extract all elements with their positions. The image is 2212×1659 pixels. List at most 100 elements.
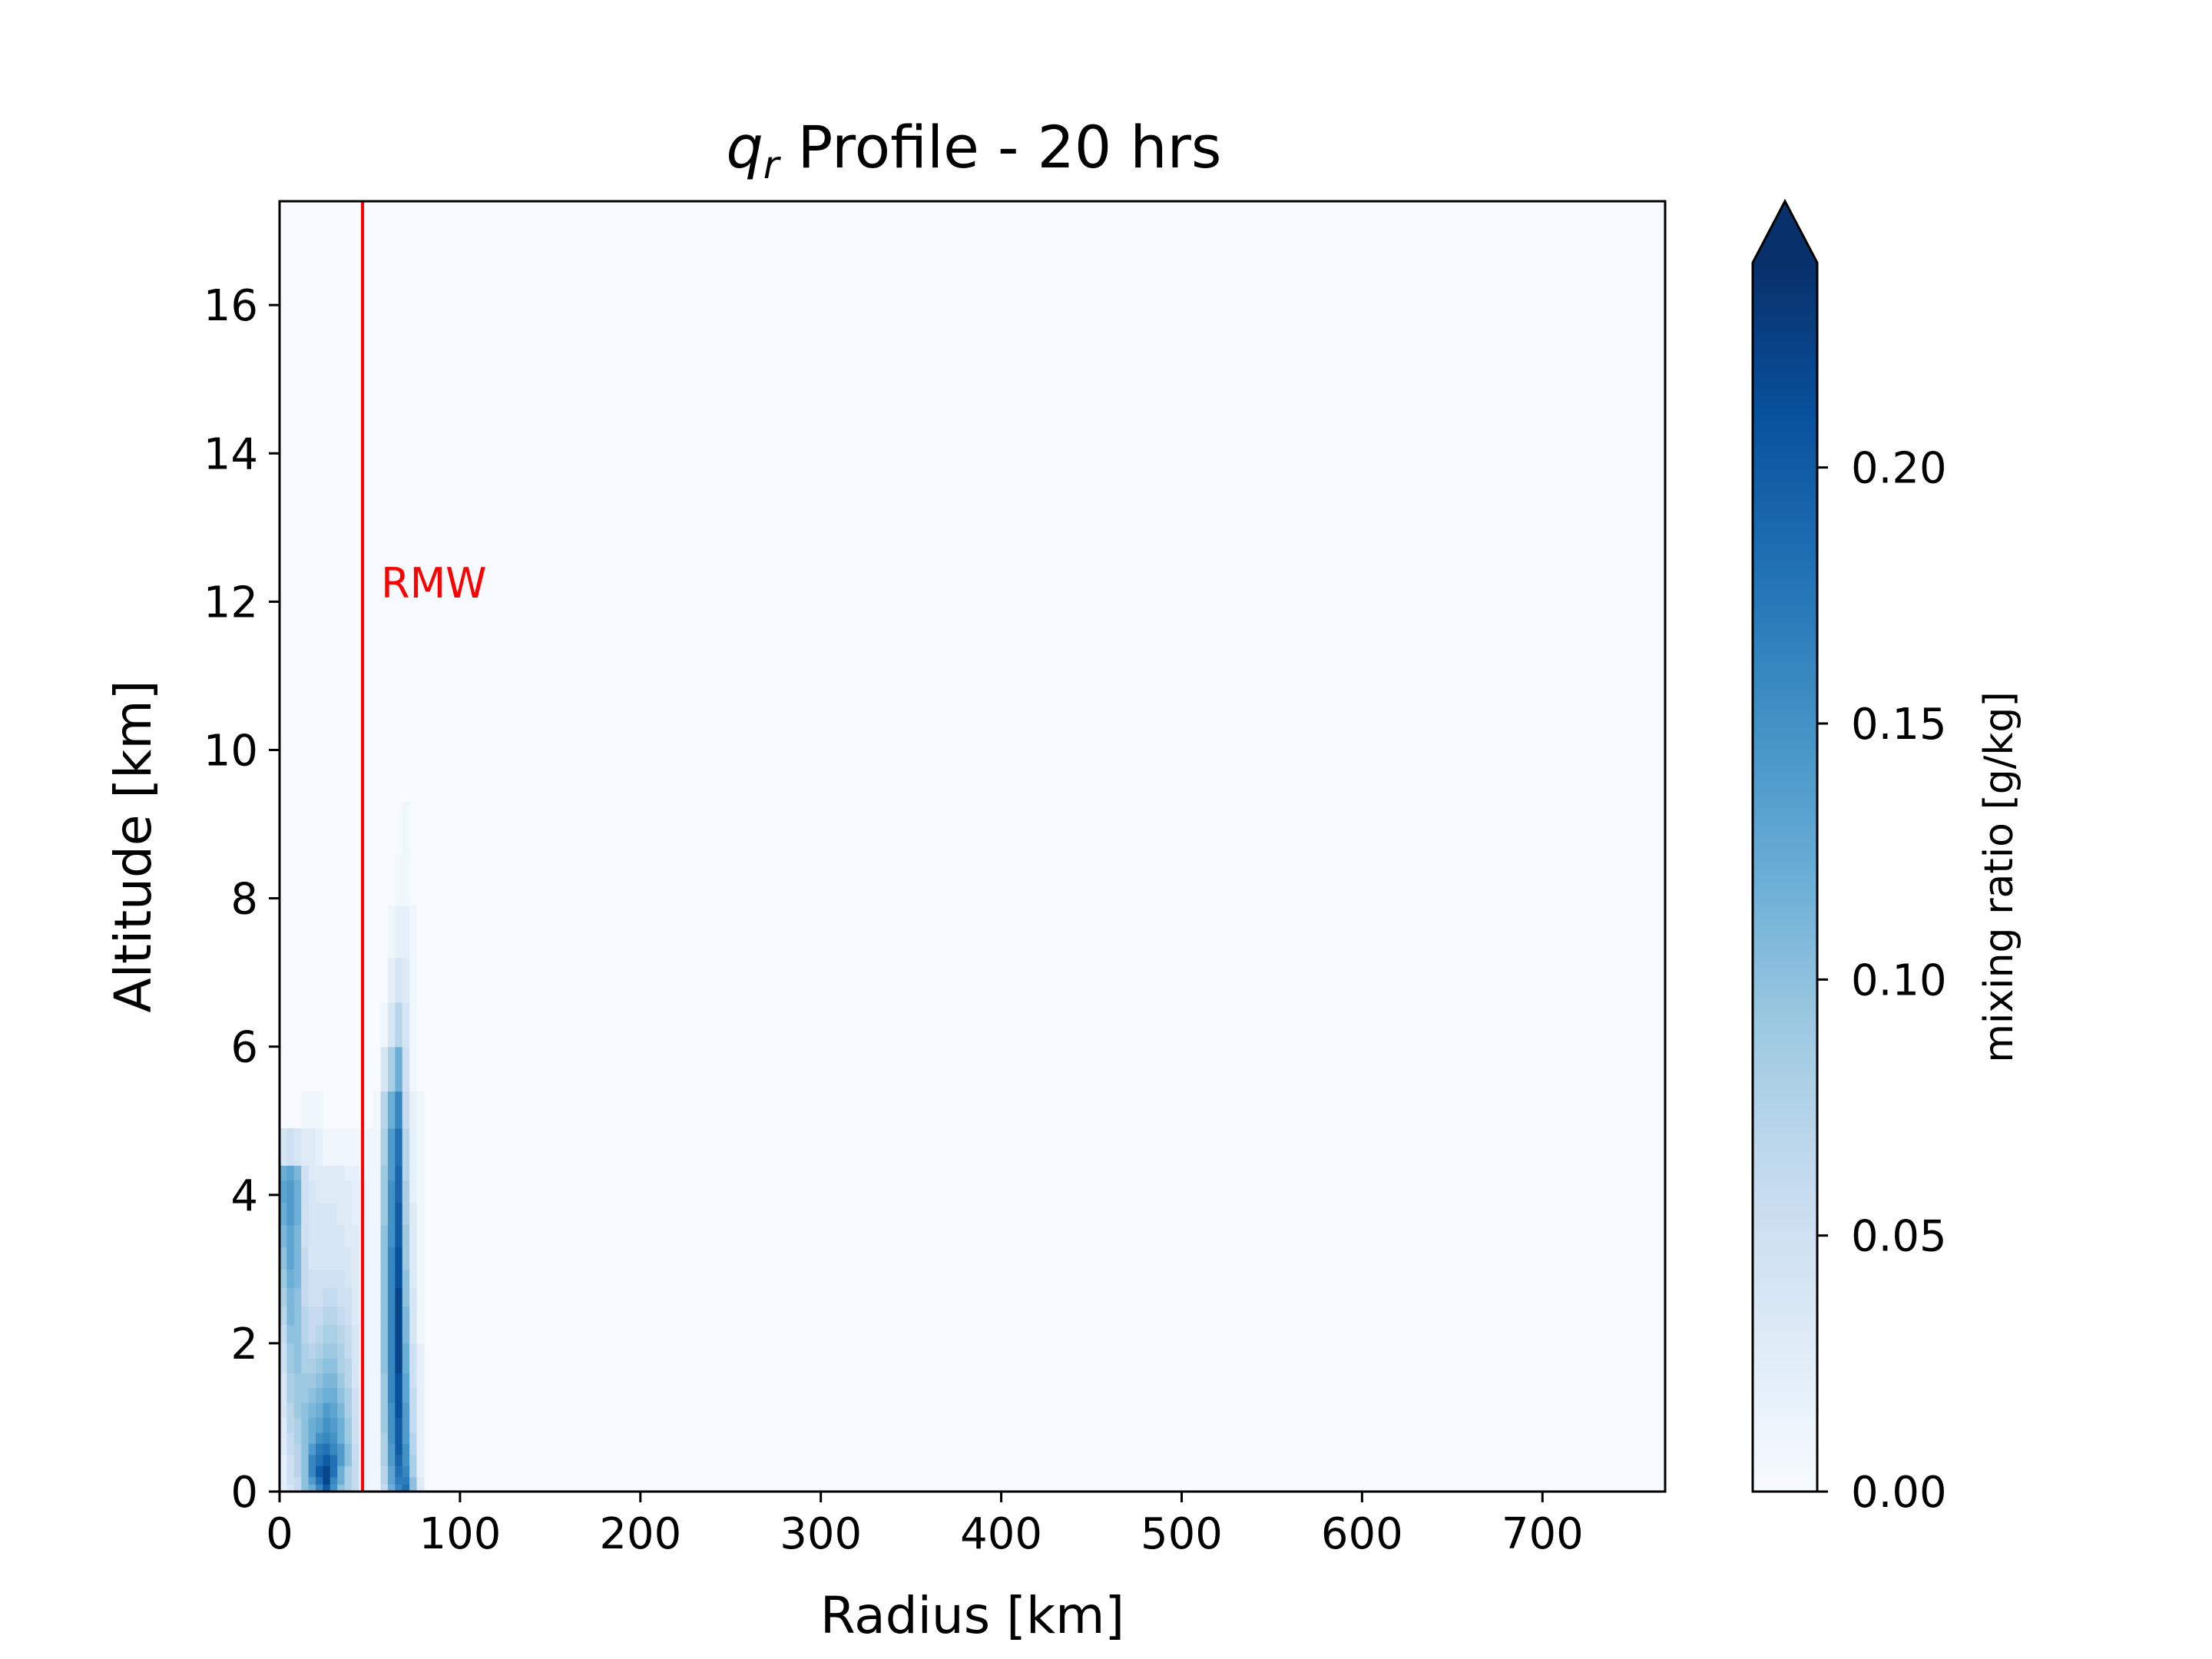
heatmap-cell bbox=[380, 1247, 389, 1270]
heatmap-cell bbox=[293, 1476, 302, 1485]
heatmap-cell bbox=[387, 1465, 396, 1478]
y-tick-label: 10 bbox=[204, 726, 258, 776]
heatmap-cell bbox=[329, 1432, 338, 1444]
heatmap-cell bbox=[402, 1373, 410, 1389]
heatmap-cell bbox=[373, 1465, 382, 1478]
heatmap-cell bbox=[402, 802, 410, 855]
heatmap-cell bbox=[351, 1324, 359, 1344]
heatmap-cell bbox=[351, 1402, 359, 1419]
heatmap-cell bbox=[308, 1465, 316, 1478]
heatmap-cell bbox=[402, 1224, 410, 1247]
heatmap-cell bbox=[286, 1165, 295, 1181]
x-tick-label: 100 bbox=[419, 1509, 501, 1559]
heatmap-cell bbox=[387, 1454, 396, 1466]
y-tick-label: 8 bbox=[230, 875, 258, 925]
heatmap-cell bbox=[308, 1180, 316, 1204]
heatmap-cell bbox=[293, 1287, 302, 1307]
heatmap-cell bbox=[380, 1417, 389, 1433]
heatmap-cell bbox=[315, 1432, 323, 1444]
heatmap-cell bbox=[344, 1443, 353, 1455]
heatmap-cell bbox=[323, 1465, 331, 1478]
heatmap-cell bbox=[416, 1432, 425, 1444]
heatmap-cell bbox=[402, 1343, 410, 1359]
heatmap-cell bbox=[293, 1373, 302, 1389]
heatmap-cell bbox=[329, 1287, 338, 1307]
heatmap-cell bbox=[280, 1165, 287, 1181]
x-tick-label: 400 bbox=[960, 1509, 1042, 1559]
heatmap-cell bbox=[409, 1387, 418, 1403]
heatmap-cell bbox=[416, 1306, 425, 1326]
heatmap-cell bbox=[416, 1247, 425, 1270]
heatmap-cell bbox=[315, 1373, 323, 1389]
heatmap-cell bbox=[337, 1417, 346, 1433]
heatmap-cell bbox=[337, 1128, 346, 1166]
heatmap-cell bbox=[351, 1202, 359, 1226]
heatmap-cell bbox=[366, 1417, 374, 1433]
heatmap-cell bbox=[409, 1484, 418, 1492]
heatmap-cell bbox=[395, 1443, 403, 1455]
colorbar-gradient bbox=[1753, 263, 1817, 1492]
heatmap-cell bbox=[380, 1180, 389, 1204]
heatmap-cell bbox=[409, 1373, 418, 1389]
heatmap-cell bbox=[402, 1247, 410, 1270]
heatmap-cell bbox=[366, 1202, 374, 1226]
heatmap-cell bbox=[351, 1454, 359, 1466]
heatmap-cell bbox=[395, 1046, 403, 1092]
heatmap-cell bbox=[395, 1306, 403, 1326]
heatmap-cell bbox=[308, 1387, 316, 1403]
heatmap-cell bbox=[387, 1224, 396, 1247]
heatmap-cell bbox=[315, 1358, 323, 1374]
heatmap-cell bbox=[373, 1091, 382, 1129]
heatmap-cell bbox=[351, 1443, 359, 1455]
heatmap-cell bbox=[329, 1465, 338, 1478]
heatmap-cell bbox=[315, 1287, 323, 1307]
heatmap-cell bbox=[280, 1484, 287, 1492]
heatmap-cell bbox=[351, 1387, 359, 1403]
heatmap-cell bbox=[308, 1373, 316, 1389]
heatmap-cell bbox=[337, 1465, 346, 1478]
heatmap-cell bbox=[293, 1202, 302, 1226]
heatmap-cell bbox=[344, 1128, 353, 1166]
heatmap-cell bbox=[351, 1358, 359, 1374]
heatmap-cell bbox=[395, 1373, 403, 1389]
heatmap-cell bbox=[409, 1465, 418, 1478]
heatmap-cell bbox=[337, 1306, 346, 1326]
y-tick-label: 14 bbox=[204, 429, 258, 479]
heatmap-cell bbox=[286, 1432, 295, 1444]
colorbar-tick-label: 0.10 bbox=[1851, 955, 1947, 1005]
heatmap-cell bbox=[373, 1432, 382, 1444]
heatmap-cell bbox=[329, 1417, 338, 1433]
heatmap-cell bbox=[308, 1306, 316, 1326]
heatmap-cell bbox=[315, 1343, 323, 1359]
heatmap-cell bbox=[409, 1128, 418, 1166]
heatmap-cell bbox=[280, 1432, 287, 1444]
heatmap-cell bbox=[344, 1287, 353, 1307]
heatmap-cell bbox=[395, 1454, 403, 1466]
heatmap-cell bbox=[402, 1128, 410, 1166]
heatmap-cell bbox=[351, 1180, 359, 1204]
heatmap-cell bbox=[366, 1224, 374, 1247]
colorbar-tick-label: 0.15 bbox=[1851, 700, 1947, 750]
heatmap-cell bbox=[395, 1476, 403, 1485]
heatmap-cell bbox=[373, 1247, 382, 1270]
heatmap-cell bbox=[323, 1358, 331, 1374]
heatmap-cell bbox=[416, 1165, 425, 1181]
heatmap-cell bbox=[337, 1180, 346, 1204]
heatmap-cell bbox=[344, 1476, 353, 1485]
heatmap-cell bbox=[409, 1247, 418, 1270]
colorbar-tick-label: 0.05 bbox=[1851, 1212, 1947, 1262]
heatmap-cell bbox=[366, 1306, 374, 1326]
heatmap-cell bbox=[402, 1484, 410, 1492]
heatmap-cell bbox=[366, 1476, 374, 1485]
heatmap-cell bbox=[301, 1373, 310, 1389]
heatmap-cell bbox=[395, 957, 403, 1003]
heatmap-cell bbox=[387, 1324, 396, 1344]
heatmap-cell bbox=[344, 1454, 353, 1466]
heatmap-cell bbox=[286, 1454, 295, 1466]
heatmap-cell bbox=[344, 1373, 353, 1389]
heatmap-cell bbox=[395, 1432, 403, 1444]
heatmap-cell bbox=[380, 1306, 389, 1326]
heatmap-cell bbox=[323, 1324, 331, 1344]
heatmap-cell bbox=[409, 1165, 418, 1181]
heatmap-cell bbox=[315, 1443, 323, 1455]
